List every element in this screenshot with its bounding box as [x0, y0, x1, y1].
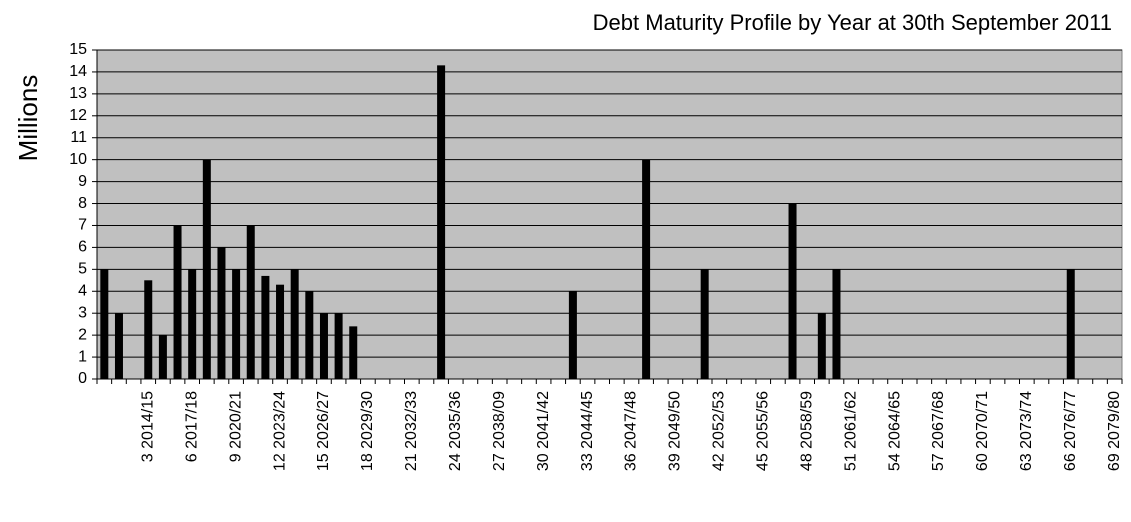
y-tick-label: 2 [78, 326, 87, 343]
x-tick-label: 12 2023/24 [271, 391, 288, 471]
y-tick-label: 12 [69, 107, 87, 124]
bar [319, 313, 328, 379]
y-tick-label: 14 [69, 63, 87, 80]
x-tick-label: 39 2049/50 [667, 391, 684, 471]
x-tick-label: 15 2026/27 [315, 391, 332, 471]
bar [232, 269, 241, 379]
bar [114, 313, 123, 379]
bar [817, 313, 826, 379]
bar [334, 313, 343, 379]
x-tick-label: 60 2070/71 [974, 391, 991, 471]
x-tick-label: 69 2079/80 [1106, 391, 1123, 471]
bar [217, 247, 226, 379]
bar [437, 65, 446, 379]
bar [832, 269, 841, 379]
x-tick-label: 9 2020/21 [227, 391, 244, 462]
y-tick-label: 7 [78, 217, 87, 234]
y-tick-label: 0 [78, 370, 87, 387]
x-tick-label: 3 2014/15 [139, 391, 156, 462]
x-tick-label: 66 2076/77 [1062, 391, 1079, 471]
y-tick-label: 6 [78, 239, 87, 256]
x-tick-label: 18 2029/30 [359, 391, 376, 471]
bar [158, 335, 167, 379]
bar [276, 284, 285, 379]
bar [788, 203, 797, 379]
x-tick-label: 36 2047/48 [623, 391, 640, 471]
y-axis-label: Millions [13, 75, 43, 162]
x-tick-label: 42 2052/53 [711, 391, 728, 471]
y-tick-label: 13 [69, 85, 87, 102]
bar [202, 159, 211, 379]
x-tick-label: 6 2017/18 [183, 391, 200, 462]
bar [144, 280, 153, 379]
x-tick-label: 54 2064/65 [886, 391, 903, 471]
bar [642, 159, 651, 379]
bar [349, 326, 358, 379]
chart-title: Debt Maturity Profile by Year at 30th Se… [593, 10, 1112, 35]
y-tick-label: 9 [78, 173, 87, 190]
y-tick-label: 3 [78, 304, 87, 321]
bar [173, 225, 182, 379]
x-tick-label: 51 2061/62 [842, 391, 859, 471]
bar [305, 291, 314, 379]
x-tick-label: 48 2058/59 [798, 391, 815, 471]
y-tick-label: 10 [69, 151, 87, 168]
x-tick-label: 45 2055/56 [754, 391, 771, 471]
bar [100, 269, 109, 379]
x-tick-label: 30 2041/42 [535, 391, 552, 471]
x-tick-label: 24 2035/36 [447, 391, 464, 471]
x-tick-label: 27 2038/09 [491, 391, 508, 471]
y-tick-label: 4 [78, 282, 87, 299]
bar [246, 225, 255, 379]
x-tick-label: 57 2067/68 [930, 391, 947, 471]
y-tick-label: 5 [78, 261, 87, 278]
x-tick-label: 63 2073/74 [1018, 391, 1035, 471]
bar [568, 291, 577, 379]
bar [700, 269, 709, 379]
x-tick-label: 21 2032/33 [403, 391, 420, 471]
bar [1066, 269, 1075, 379]
x-tick-label: 33 2044/45 [579, 391, 596, 471]
y-tick-label: 11 [70, 129, 87, 146]
bar [261, 275, 270, 379]
y-tick-label: 1 [78, 348, 87, 365]
y-tick-label: 15 [69, 41, 87, 58]
bar [290, 269, 299, 379]
bar [188, 269, 197, 379]
y-tick-label: 8 [78, 195, 87, 212]
